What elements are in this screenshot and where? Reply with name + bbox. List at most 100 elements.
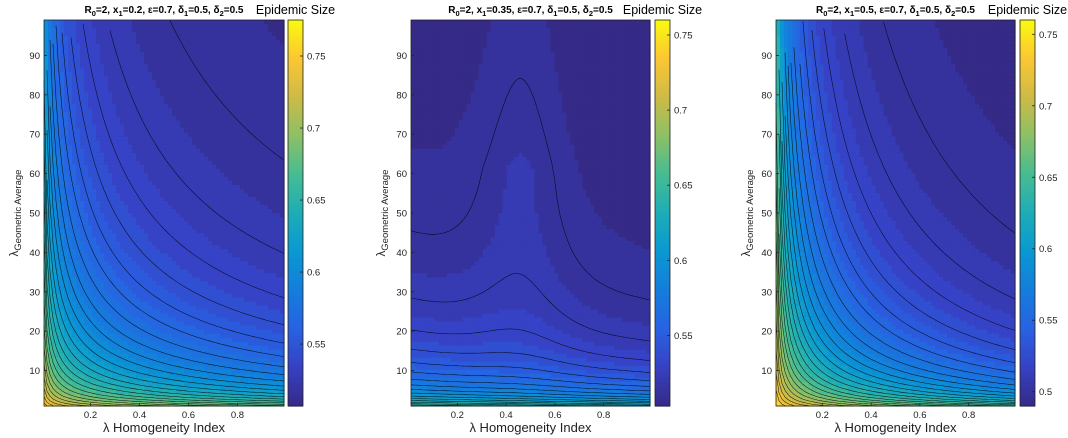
y-tick-label: 50 (396, 209, 407, 220)
colorbar-tick-label: 0.7 (674, 106, 687, 117)
x-axis-label: λ Homogeneity Index (834, 420, 957, 435)
title-text: =0.35, ε=0.7, δ (486, 5, 553, 16)
colorbar-tick-label: 0.65 (674, 181, 693, 192)
x-tick-label: 0.2 (84, 410, 97, 421)
y-tick-label: 50 (761, 209, 772, 220)
title-text: =0.5, δ (188, 5, 219, 16)
title-subscript: 0 (92, 9, 96, 18)
x-tick-label: 0.8 (231, 410, 244, 421)
contour-field (776, 20, 1016, 407)
colorbar-tick-label: 0.7 (1039, 101, 1052, 112)
y-tick-label: 80 (396, 90, 407, 101)
y-tick-label: 40 (761, 248, 772, 259)
contour-lines (43, 20, 285, 407)
x-axis-label: λ Homogeneity Index (469, 420, 592, 435)
colorbar: 0.55 0.6 0.65 0.7 0.75 Epidemic Size (256, 3, 335, 407)
y-axis-label: λGeometric Average (9, 170, 24, 257)
x-tick-label: 0.6 (182, 410, 195, 421)
y-tick-label: 40 (396, 248, 407, 259)
chart-title: R0=2, x1=0.5, ε=0.7, δ1=0.5, δ2=0.5 (816, 5, 975, 18)
colorbar-title: Epidemic Size (623, 3, 702, 17)
title-subscript: 0 (455, 9, 459, 18)
colorbar: 0.5 0.55 0.6 0.65 0.7 0.75 Epidemic Size (988, 3, 1067, 407)
title-subscript: 0 (823, 9, 827, 18)
title-text: =0.5, ε=0.7, δ (854, 5, 915, 16)
title-text: =0.5 (955, 5, 975, 16)
title-text: =0.2, ε=0.7, δ (123, 5, 184, 16)
x-tick-label: 0.6 (913, 410, 926, 421)
y-tick-label: 60 (29, 169, 40, 180)
y-tick-label: 10 (761, 366, 772, 377)
contour-field (411, 20, 651, 407)
x-tick-label: 0.8 (962, 410, 975, 421)
title-text: R (85, 5, 93, 16)
y-tick-label: 70 (29, 130, 40, 141)
contour-lines (775, 21, 1016, 407)
title-subscript: 1 (118, 9, 122, 18)
title-subscript: 1 (553, 9, 557, 18)
title-text: =0.5, δ (557, 5, 588, 16)
title-subscript: 1 (850, 9, 854, 18)
colorbar-tick-label: 0.5 (1039, 387, 1052, 398)
y-axis-label-sub: Geometric Average (745, 170, 756, 251)
y-tick-label: 60 (761, 169, 772, 180)
colorbar-title: Epidemic Size (256, 3, 335, 17)
y-axis-label-sub: Geometric Average (380, 170, 391, 251)
colorbar-tick-label: 0.75 (1039, 30, 1058, 41)
x-tick-label: 0.4 (865, 410, 878, 421)
y-tick-label: 70 (396, 130, 407, 141)
y-tick-label: 90 (761, 51, 772, 62)
contour-field (44, 20, 285, 407)
y-axis-label-main: λ (9, 250, 21, 256)
y-tick-label: 30 (761, 287, 772, 298)
title-subscript: 1 (482, 9, 486, 18)
colorbar-tick-label: 0.6 (307, 268, 320, 279)
y-tick-label: 20 (761, 327, 772, 338)
title-subscript: 1 (916, 9, 920, 18)
x-tick-label: 0.6 (548, 410, 561, 421)
title-subscript: 2 (589, 9, 593, 18)
colorbar-tick-label: 0.55 (674, 331, 693, 342)
y-axis-label-main: λ (376, 250, 388, 256)
y-axis-label-sub: Geometric Average (13, 170, 24, 251)
colorbar-tick-label: 0.6 (1039, 244, 1052, 255)
y-tick-label: 80 (761, 90, 772, 101)
y-tick-label: 90 (29, 51, 40, 62)
x-axis-label: λ Homogeneity Index (103, 420, 226, 435)
y-tick-label: 70 (761, 130, 772, 141)
title-subscript: 2 (220, 9, 224, 18)
y-axis-label: λGeometric Average (741, 170, 756, 257)
chart-title: R0=2, x1=0.35, ε=0.7, δ1=0.5, δ2=0.5 (448, 5, 613, 18)
colorbar-tick-label: 0.65 (307, 196, 326, 207)
y-tick-label: 30 (396, 287, 407, 298)
colorbar-tick-label: 0.75 (674, 31, 693, 42)
y-tick-label: 50 (29, 209, 40, 220)
colorbar-tick-label: 0.65 (1039, 173, 1058, 184)
title-text: =2, x (96, 5, 119, 16)
y-tick-label: 10 (29, 366, 40, 377)
y-tick-label: 90 (396, 51, 407, 62)
colorbar-tick-label: 0.75 (307, 52, 326, 63)
title-text: =0.5, δ (920, 5, 951, 16)
y-axis-label: λGeometric Average (376, 170, 391, 257)
colorbar: 0.55 0.6 0.65 0.7 0.75 Epidemic Size (623, 3, 702, 407)
x-tick-label: 0.4 (133, 410, 146, 421)
x-tick-label: 0.4 (500, 410, 513, 421)
chart-title: R0=2, x1=0.2, ε=0.7, δ1=0.5, δ2=0.5 (85, 5, 244, 18)
title-text: R (448, 5, 456, 16)
x-tick-label: 0.2 (816, 410, 829, 421)
title-subscript: 1 (184, 9, 188, 18)
colorbar-tick-label: 0.55 (307, 340, 326, 351)
y-tick-label: 40 (29, 248, 40, 259)
colorbar-tick-label: 0.55 (1039, 316, 1058, 327)
title-text: =0.5 (224, 5, 244, 16)
y-tick-label: 10 (396, 366, 407, 377)
y-axis-label-main: λ (741, 250, 753, 256)
x-tick-label: 0.2 (451, 410, 464, 421)
title-text: R (816, 5, 824, 16)
title-text: =0.5 (593, 5, 613, 16)
